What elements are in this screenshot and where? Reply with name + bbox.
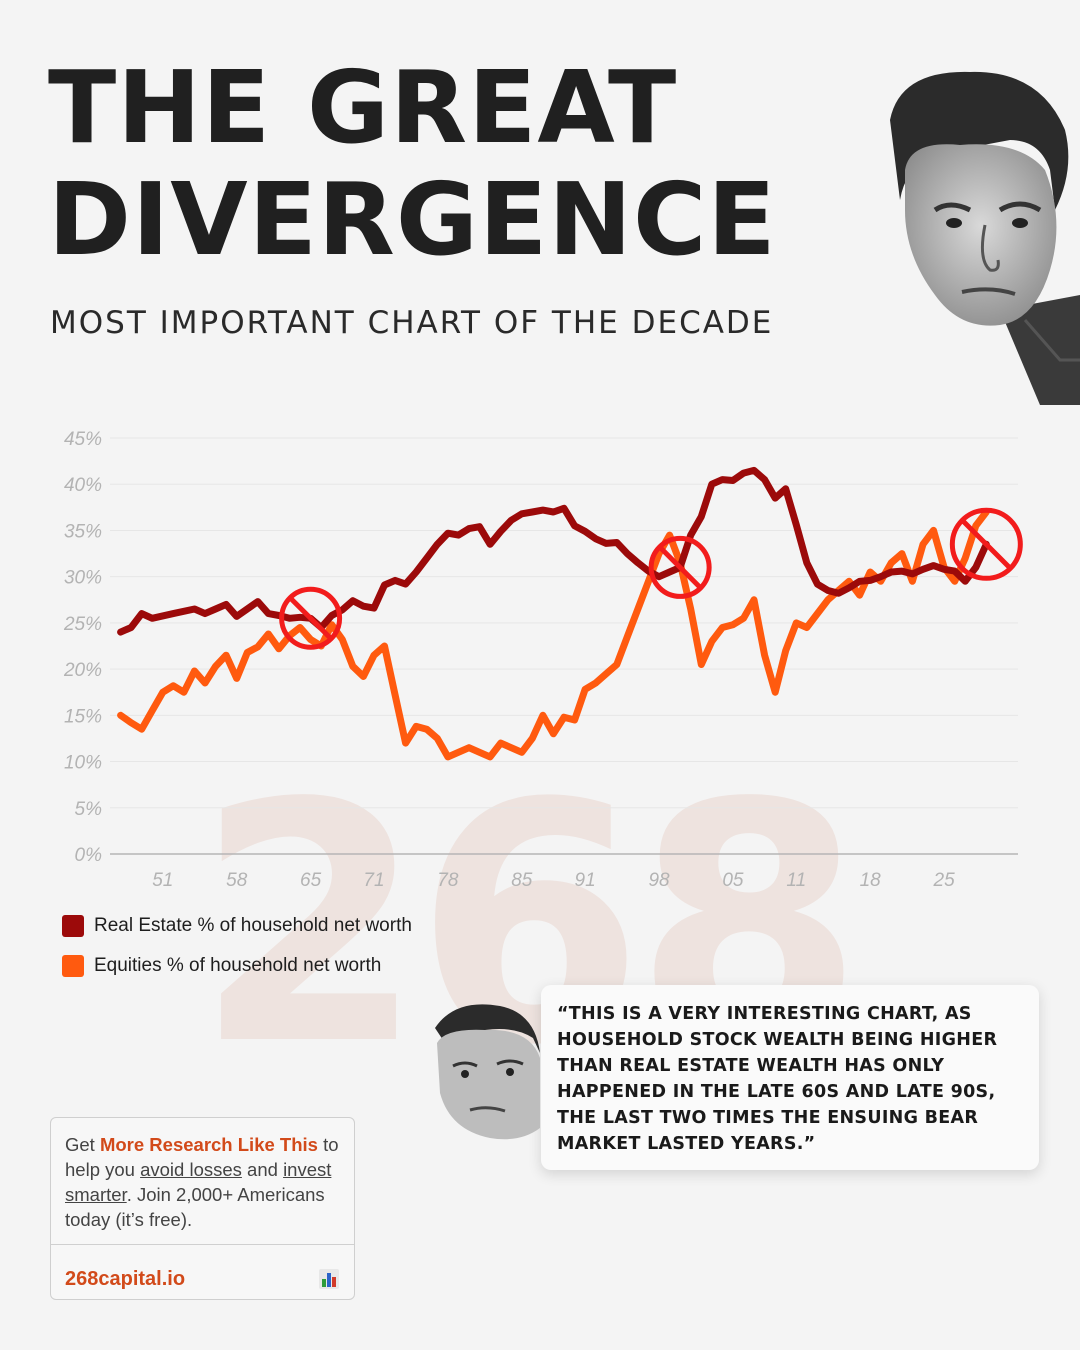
y-tick-label: 0% — [75, 845, 103, 866]
legend-label-equities: Equities % of household net worth — [94, 955, 382, 976]
series-line-real-estate — [117, 466, 990, 636]
x-tick-label: 85 — [511, 870, 533, 891]
y-tick-label: 25% — [63, 614, 102, 635]
bar-chart-icon — [319, 1269, 339, 1289]
page-title: THE GREAT DIVERGENCE — [48, 52, 777, 276]
cta-to-help: to help you — [65, 1134, 339, 1180]
crossover-marker — [949, 507, 1023, 581]
y-tick-label: 10% — [64, 753, 102, 774]
x-tick-label: 98 — [648, 870, 670, 891]
cta-and: and — [247, 1159, 278, 1180]
author-portrait-illustration — [890, 71, 1080, 405]
x-tick-label: 51 — [152, 870, 173, 891]
legend-label-real-estate: Real Estate % of household net worth — [94, 915, 412, 936]
x-axis-ticks: 51 58 65 71 78 85 91 98 05 11 18 25 — [152, 870, 955, 891]
legend-item-real-estate: Real Estate % of household net worth — [62, 915, 412, 937]
cta-divider — [51, 1244, 354, 1245]
legend-swatch-real-estate — [62, 915, 84, 937]
x-tick-label: 18 — [860, 870, 882, 891]
cta-avoid-losses: avoid losses — [140, 1159, 242, 1180]
x-tick-label: 58 — [226, 870, 248, 891]
crossover-marker — [648, 535, 712, 599]
y-tick-label: 15% — [64, 706, 102, 727]
x-tick-label: 91 — [575, 870, 596, 891]
y-tick-label: 30% — [64, 568, 102, 589]
cta-card: Get More Research Like This to help you … — [50, 1117, 355, 1300]
crossover-marker-slash — [960, 518, 1012, 570]
x-tick-label: 65 — [300, 870, 322, 891]
series-line-equities — [117, 508, 990, 761]
y-tick-label: 35% — [64, 521, 102, 542]
title-line-1: THE GREAT — [48, 49, 678, 166]
legend-item-equities: Equities % of household net worth — [62, 955, 412, 977]
y-axis-ticks: 0% 5% 10% 15% 20% 25% 30% 35% 40% 45% — [63, 429, 102, 866]
x-tick-label: 78 — [437, 870, 459, 891]
crossover-marker-slash — [658, 545, 703, 590]
y-tick-label: 40% — [64, 475, 102, 496]
y-tick-label: 45% — [64, 429, 102, 450]
legend-swatch-equities — [62, 955, 84, 977]
quote-text: “THIS IS A VERY INTERESTING CHART, AS HO… — [557, 1004, 998, 1154]
title-line-2: DIVERGENCE — [48, 161, 777, 278]
x-tick-label: 05 — [722, 870, 744, 891]
y-tick-label: 5% — [75, 799, 103, 820]
chart-legend: Real Estate % of household net worth Equ… — [62, 915, 412, 995]
crossover-marker-slash — [288, 596, 333, 641]
crossover-markers — [279, 507, 1023, 650]
cta-footer: 268capital.io — [51, 1245, 354, 1313]
crossover-marker — [279, 586, 343, 650]
y-tick-label: 20% — [63, 660, 102, 681]
cta-text: Get More Research Like This to help you … — [51, 1118, 354, 1244]
x-tick-label: 11 — [786, 870, 806, 891]
website-link[interactable]: 268capital.io — [65, 1267, 186, 1290]
quote-box: “THIS IS A VERY INTERESTING CHART, AS HO… — [541, 985, 1039, 1170]
cta-highlight: More Research Like This — [99, 1134, 318, 1155]
cta-invest-smarter: invest smarter — [65, 1159, 332, 1205]
x-tick-label: 71 — [363, 870, 384, 891]
grid-lines — [110, 437, 1018, 809]
line-chart: 0% 5% 10% 15% 20% 25% 30% 35% 40% 45% 51 58 65 71 78 8… — [63, 429, 1023, 891]
page-subtitle: MOST IMPORTANT CHART OF THE DECADE — [50, 305, 774, 341]
author-portrait-small-illustration — [435, 1004, 540, 1140]
cta-rest: . Join 2,000+ Americans today (it’s free… — [65, 1184, 325, 1230]
series-layer — [117, 466, 990, 761]
cta-get: Get — [65, 1134, 95, 1155]
x-tick-label: 25 — [933, 870, 956, 891]
